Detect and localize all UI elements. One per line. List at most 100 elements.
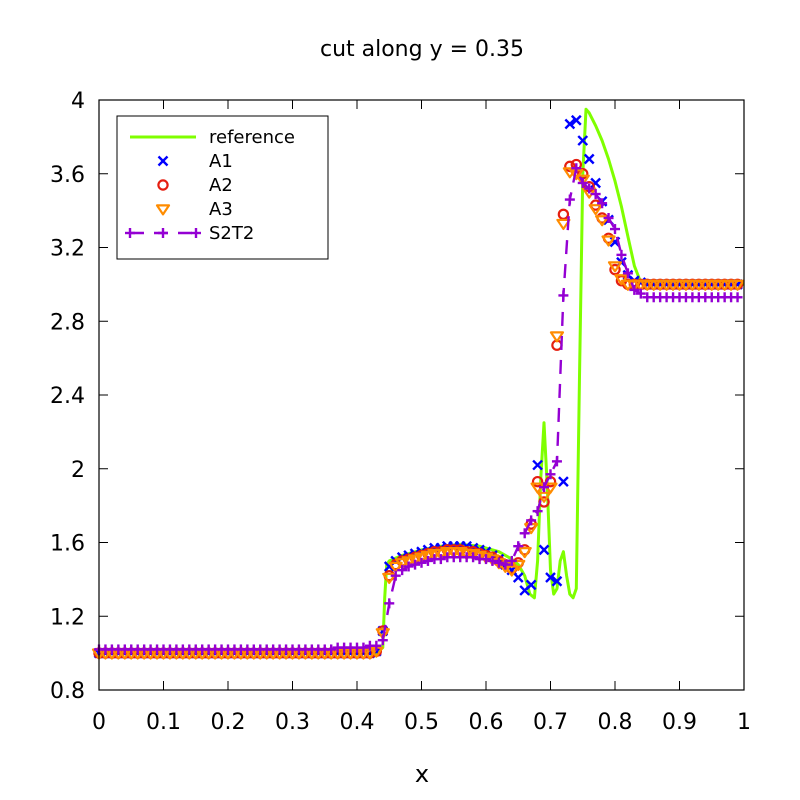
x-tick-label: 0.5 xyxy=(404,710,439,735)
legend-marker xyxy=(158,228,168,238)
data-point-s2t2 xyxy=(545,469,556,480)
data-point-s2t2 xyxy=(590,189,601,200)
data-point-a3 xyxy=(414,552,429,564)
data-point-a3 xyxy=(382,572,397,585)
data-point-a1 xyxy=(583,153,595,165)
legend-item-a3: A3 xyxy=(155,199,233,220)
data-point-s2t2 xyxy=(564,194,575,205)
y-tick-label: 2 xyxy=(71,458,85,483)
data-point-s2t2 xyxy=(487,555,498,566)
x-axis: 0 0.1 0.2 0.3 0.4 0.5 0.6 0.7 0.8 0.9 1 xyxy=(92,100,751,735)
y-tick-label: 2.4 xyxy=(50,384,85,409)
legend-marker xyxy=(157,179,169,191)
data-point-s2t2 xyxy=(481,554,491,565)
x-axis-title: x xyxy=(415,760,429,788)
data-point-a1 xyxy=(558,476,569,488)
data-point-a1 xyxy=(538,544,550,556)
data-point-a2 xyxy=(531,475,544,488)
data-point-s2t2 xyxy=(519,528,530,539)
data-point-s2t2 xyxy=(577,177,588,188)
x-tick-label: 0.1 xyxy=(146,710,181,735)
x-tick-label: 0 xyxy=(92,710,106,735)
legend-item-reference: reference xyxy=(130,127,295,148)
data-point-s2t2 xyxy=(584,183,595,194)
x-tick-label: 0.8 xyxy=(598,710,633,735)
series-layer xyxy=(91,107,745,660)
data-point-s2t2 xyxy=(551,456,562,467)
data-point-s2t2 xyxy=(397,565,408,576)
y-tick-label: 2.8 xyxy=(50,310,85,335)
data-point-a1 xyxy=(590,177,601,189)
data-point-s2t2 xyxy=(468,552,479,563)
chart-title: cut along y = 0.35 xyxy=(320,37,524,62)
data-point-a2 xyxy=(609,263,621,276)
data-point-s2t2 xyxy=(532,506,543,517)
data-point-a3 xyxy=(517,547,532,559)
x-tick-label: 0.4 xyxy=(340,710,375,735)
legend-label: S2T2 xyxy=(209,223,254,244)
y-tick-label: 3.6 xyxy=(50,163,85,188)
data-point-s2t2 xyxy=(377,635,388,646)
data-point-s2t2 xyxy=(384,598,395,609)
data-point-a3 xyxy=(433,548,448,561)
data-point-s2t2 xyxy=(416,557,427,568)
data-point-s2t2 xyxy=(732,292,743,303)
data-point-s2t2 xyxy=(571,163,582,174)
data-point-a3 xyxy=(575,174,590,186)
x-tick-label: 0.6 xyxy=(469,710,504,735)
data-point-s2t2 xyxy=(390,570,401,581)
data-point-a1 xyxy=(525,579,537,591)
data-point-a3 xyxy=(601,235,616,247)
data-point-a3 xyxy=(375,628,390,640)
data-point-a3 xyxy=(504,565,519,577)
data-point-a1 xyxy=(570,114,582,126)
data-point-a3 xyxy=(549,331,565,343)
data-point-a3 xyxy=(730,279,745,291)
legend-marker xyxy=(155,204,171,216)
data-point-s2t2 xyxy=(506,555,517,566)
data-point-a3 xyxy=(388,561,403,573)
data-point-s2t2 xyxy=(539,482,550,493)
legend-item-s2t2: S2T2 xyxy=(125,223,254,244)
legend-marker xyxy=(157,155,169,167)
data-point-a3 xyxy=(511,559,526,572)
data-point-a3 xyxy=(536,491,552,503)
y-tick-label: 0.8 xyxy=(50,679,85,704)
legend-label: reference xyxy=(209,127,295,148)
legend-item-a1: A1 xyxy=(157,151,233,172)
legend-box xyxy=(116,115,329,260)
data-point-a1 xyxy=(532,459,543,471)
y-tick-label: 1.6 xyxy=(50,532,85,557)
y-tick-label: 3.2 xyxy=(50,237,85,262)
legend-marker xyxy=(125,228,135,238)
legend: reference A1 A2 A3 S2T2 xyxy=(116,115,329,260)
data-point-s2t2 xyxy=(403,561,414,572)
y-tick-label: 4 xyxy=(71,89,85,114)
legend-label: A1 xyxy=(209,151,233,172)
y-tick-label: 1.2 xyxy=(50,605,85,630)
x-tick-label: 0.9 xyxy=(662,710,697,735)
data-point-a1 xyxy=(551,575,563,587)
x-tick-label: 0.2 xyxy=(211,710,246,735)
data-point-s2t2 xyxy=(629,284,640,295)
data-point-a3 xyxy=(556,218,571,231)
data-point-s2t2 xyxy=(622,268,633,279)
data-point-a3 xyxy=(594,215,610,227)
data-point-s2t2 xyxy=(500,559,511,570)
data-point-s2t2 xyxy=(603,213,614,223)
legend-label: A2 xyxy=(209,175,233,196)
data-point-a3 xyxy=(420,550,436,562)
data-point-s2t2 xyxy=(358,642,369,653)
legend-item-a2: A2 xyxy=(157,175,233,196)
legend-label: A3 xyxy=(209,199,233,220)
data-point-s2t2 xyxy=(513,541,524,552)
data-point-a3 xyxy=(395,558,410,570)
data-point-s2t2 xyxy=(493,557,504,568)
data-point-s2t2 xyxy=(435,554,446,565)
data-point-a1 xyxy=(564,118,576,130)
data-point-a3 xyxy=(588,204,603,216)
data-point-s2t2 xyxy=(371,640,382,651)
data-point-s2t2 xyxy=(597,198,608,209)
data-point-s2t2 xyxy=(558,290,569,301)
